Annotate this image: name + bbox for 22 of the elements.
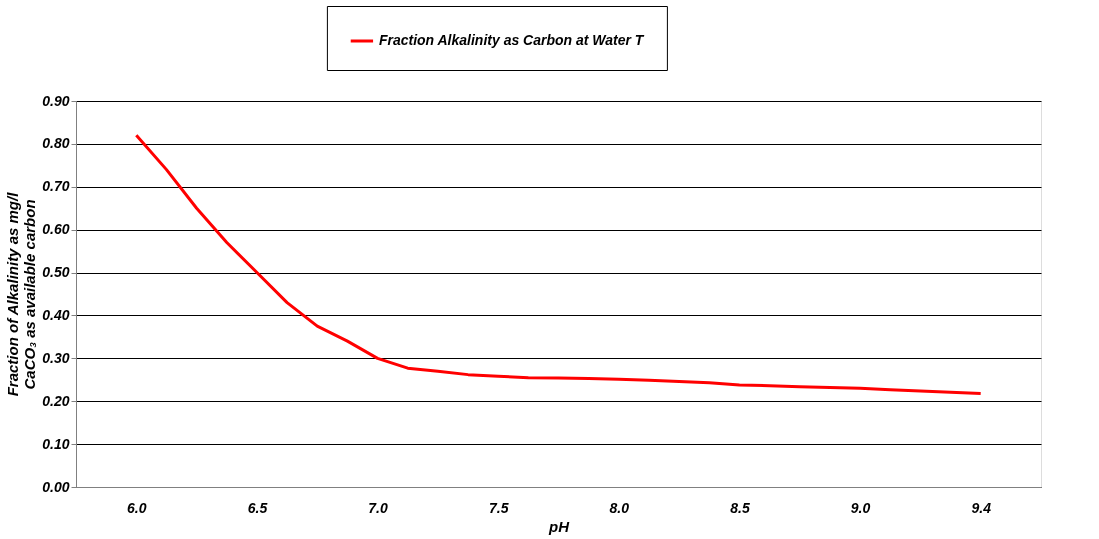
x-tick-label: 8.0: [609, 499, 630, 516]
x-tick-label: 7.5: [488, 499, 509, 516]
y-tick-label: 0.00: [42, 478, 70, 495]
x-tick-label: 8.5: [730, 499, 750, 516]
y-tick-label: 0.30: [42, 349, 70, 366]
y-tick-label: 0.10: [42, 435, 70, 452]
y-tick-label: 0.40: [42, 306, 70, 323]
y-tick-label: 0.20: [42, 392, 70, 409]
legend-label: Fraction Alkalinity as Carbon at Water T: [378, 32, 645, 48]
y-tick-label: 0.90: [42, 92, 70, 109]
x-tick-label: 6.5: [247, 499, 268, 516]
x-tick-label: 9.4: [971, 499, 992, 516]
line-series: [134, 133, 983, 395]
x-tick-label: 6.0: [127, 499, 147, 516]
x-tick-label: 7.0: [368, 499, 388, 516]
y-tick-label: 0.70: [42, 178, 70, 195]
y-tick-label: 0.60: [42, 221, 70, 238]
y-tick-label: 0.80: [42, 135, 70, 152]
y-axis-title: Fraction of Alkalinity as mg/l CaCO₃ as available carbon: [4, 191, 39, 397]
y-tick-label: 0.50: [42, 264, 70, 281]
x-axis-title: pH: [548, 517, 571, 535]
x-tick-label: 9.0: [850, 499, 871, 516]
